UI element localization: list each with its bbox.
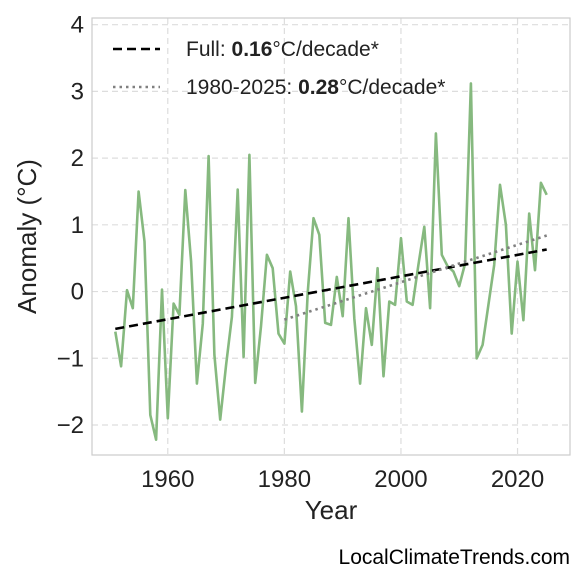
- y-tick-label: 0: [71, 279, 84, 306]
- y-axis-label: Anomaly (°C): [12, 159, 42, 314]
- x-tick-label: 1980: [258, 466, 311, 493]
- series-lines: [114, 82, 548, 442]
- full-period-trend-line: [115, 248, 547, 331]
- anomaly-series-line: [114, 82, 548, 442]
- y-tick-label: 3: [71, 78, 84, 105]
- y-tick-label: 1: [71, 212, 84, 239]
- axis-ticks: 1960 1980 2000 2020 −2 −1 0 1 2 3 4: [57, 12, 545, 493]
- x-tick-label: 2000: [374, 466, 427, 493]
- grid-lines: [92, 18, 570, 455]
- legend-full-label: Full: 0.16°C/decade*: [186, 38, 379, 61]
- x-tick-label: 1960: [141, 466, 194, 493]
- site-credit: LocalClimateTrends.com: [338, 546, 570, 569]
- plot-area-frame: [91, 17, 571, 456]
- x-axis-label: Year: [305, 495, 358, 525]
- legend: Full: 0.16°C/decade* 1980-2025: 0.28°C/d…: [113, 38, 445, 99]
- y-tick-label: −1: [57, 345, 84, 372]
- recent-period-trend-line: [284, 234, 548, 321]
- legend-recent-label: 1980-2025: 0.28°C/decade*: [186, 76, 445, 99]
- x-tick-label: 2020: [491, 466, 544, 493]
- y-tick-label: 2: [71, 145, 84, 172]
- y-tick-label: −2: [57, 412, 84, 439]
- y-tick-label: 4: [71, 12, 84, 39]
